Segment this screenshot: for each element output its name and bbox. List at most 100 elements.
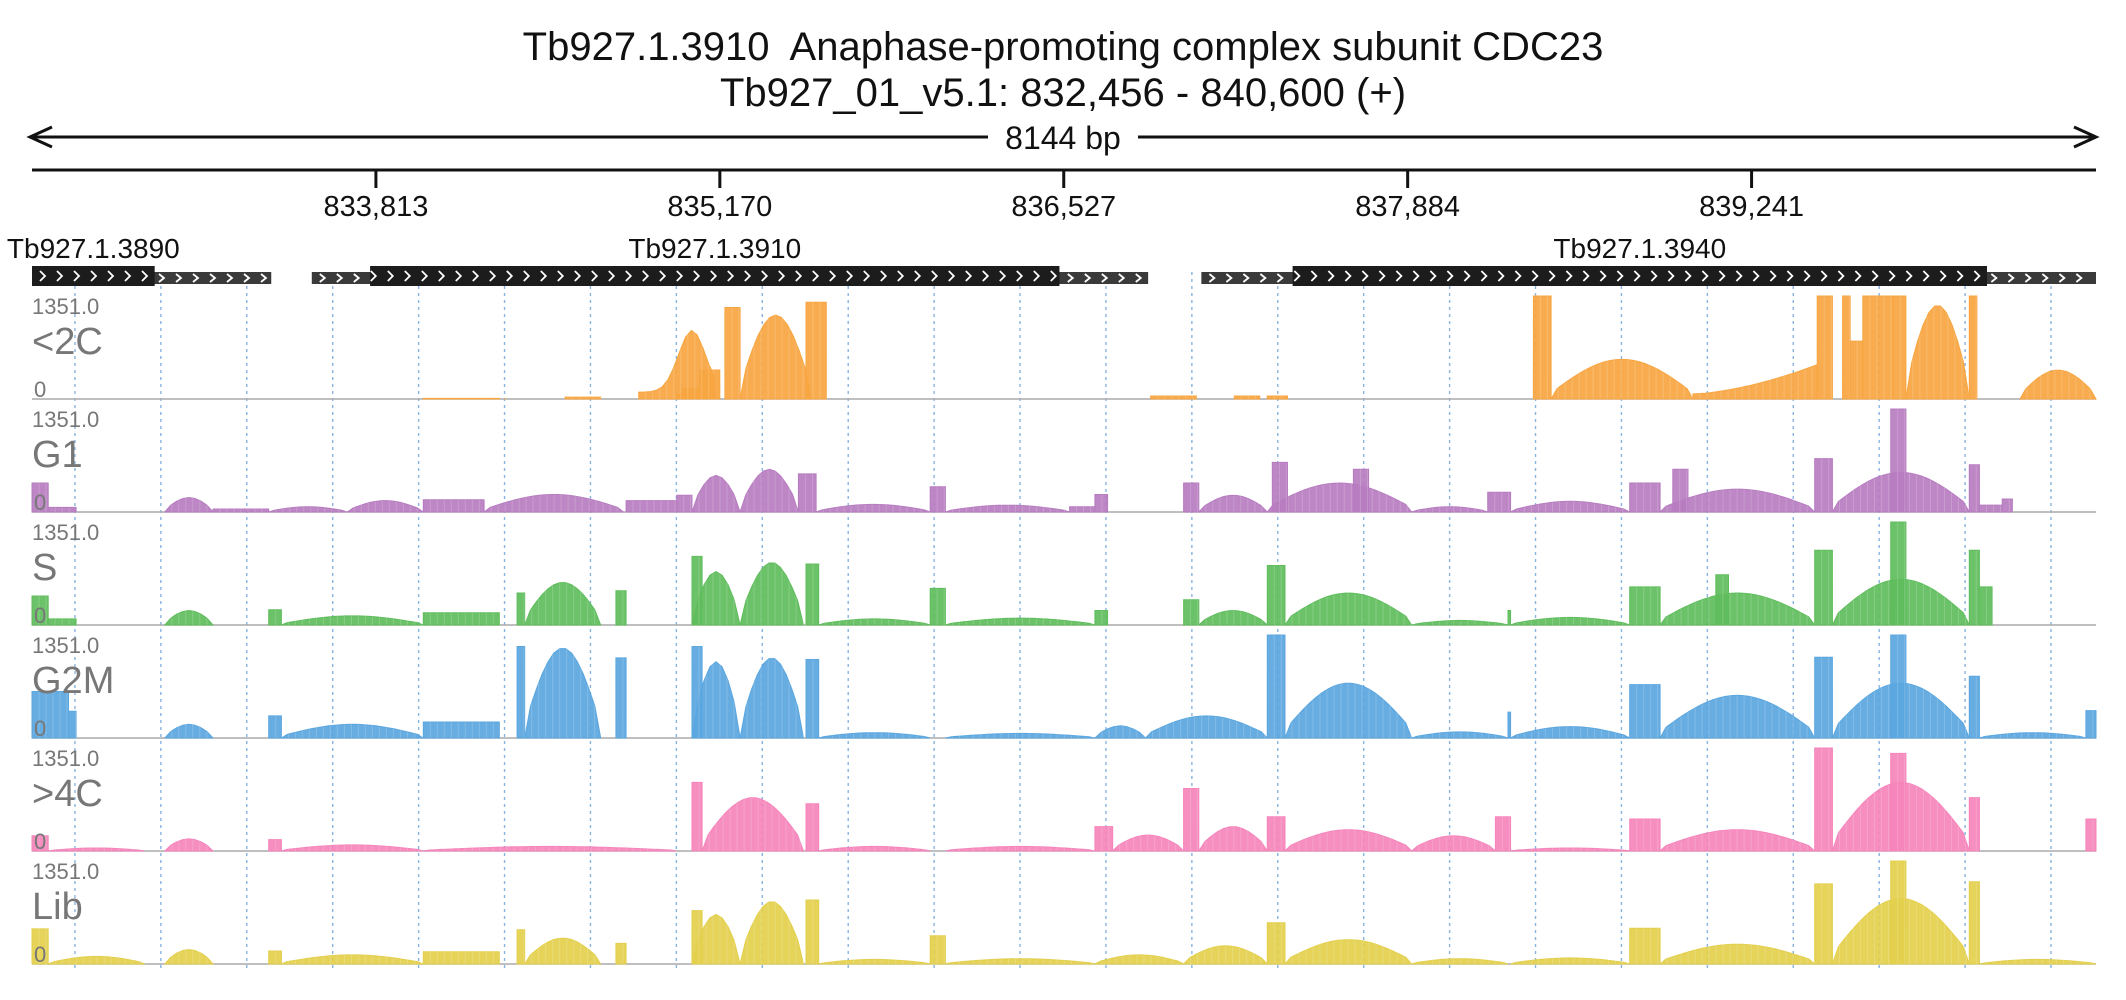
coverage-area [1629,684,1661,739]
track-ymax-label: 1351.0 [32,633,99,658]
strand-chevron-icon [107,270,115,282]
coverage-area [1183,482,1200,513]
coverage-area [268,839,282,852]
coverage-area [805,563,820,626]
strand-chevron-icon [141,270,149,282]
strand-chevron-icon [812,270,820,282]
strand-chevron-icon [1888,270,1896,282]
strand-chevron-icon [914,270,922,282]
coverage-area [1487,491,1512,513]
coverage-area [2085,818,2097,852]
strand-chevron-icon [1905,270,1913,282]
coverage-area [31,835,49,852]
track-name-label: S [32,547,57,589]
strand-chevron-icon [523,270,531,282]
coverage-area [422,499,485,513]
coverage-area [1532,295,1552,400]
coverage-area [1266,922,1286,965]
coverage-area [1890,634,1907,739]
strand-chevron-icon [73,270,81,282]
coverage-area [797,473,817,513]
coverage-area [48,847,145,852]
coverage-area [945,845,1095,852]
track-ymin-label: 0 [34,377,46,402]
span-label-bg [988,120,1138,154]
coverage-area [615,942,627,965]
track-ymax-label: 1351.0 [32,746,99,771]
coverage-area [945,617,1096,626]
track-ymin-label: 0 [34,716,46,741]
strand-chevron-icon [1599,270,1607,282]
coverage-area [1814,458,1833,513]
strand-chevron-icon [1344,270,1352,282]
coverage-area [524,582,602,626]
strand-chevron-icon [1016,270,1024,282]
coverage-area [1266,565,1286,626]
strand-chevron-icon [931,270,939,282]
coverage-area [691,646,703,739]
axis-tick-label: 836,527 [1011,191,1116,223]
strand-chevron-icon [1939,270,1947,282]
coverage-area [1968,675,1980,739]
coverage-area [945,504,1070,513]
span-ruler: 8144 bp [26,120,2100,156]
strand-chevron-icon [1361,270,1369,282]
coverage-area [1271,461,1289,513]
strand-chevron-icon [829,270,837,282]
strand-chevron-icon [693,270,701,282]
strand-chevron-icon [897,270,905,282]
strand-chevron-icon [2075,273,2083,283]
coverage-area [524,937,602,965]
coverage-area [1816,295,1833,400]
strand-chevron-icon [2058,273,2066,283]
coverage-area [212,508,270,513]
coverage-area [1659,592,1816,626]
coverage-area [47,506,77,513]
coverage-area [818,845,931,852]
strand-chevron-icon [1973,270,1981,282]
strand-chevron-icon [574,270,582,282]
strand-chevron-icon [1956,270,1964,282]
coverage-area [1093,725,1146,739]
coverage-area [1411,506,1488,513]
track-name-label: <2C [32,321,103,363]
gene-label: Tb927.1.3890 [7,233,180,264]
coverage-area [1814,747,1833,852]
strand-chevron-icon [1480,270,1488,282]
strand-chevron-icon [387,270,395,282]
coverage-area [1659,829,1817,852]
coverage-area [1283,939,1413,965]
track-ymax-label: 1351.0 [32,520,99,545]
strand-chevron-icon [880,270,888,282]
strand-chevron-icon [1497,270,1505,282]
strand-chevron-icon [90,270,98,282]
coverage-area [1094,954,1184,965]
strand-chevron-icon [2024,273,2032,283]
coverage-area [1968,549,1980,626]
coverage-area [805,803,820,852]
coverage-area [564,396,602,400]
coverage-area [691,910,703,965]
coverage-area [1849,340,1864,400]
coverage-area [805,301,827,400]
track-name-label: G2M [32,660,114,702]
coverage-area [1507,711,1512,739]
gene-label: Tb927.1.3940 [1553,233,1726,264]
coverage-area [615,657,627,739]
coverage-area [1672,468,1689,513]
strand-chevron-icon [1565,270,1573,282]
coverage-area [31,595,49,626]
strand-chevron-icon [1412,270,1420,282]
coverage-area [1183,599,1200,626]
coverage-area [268,506,348,513]
gene-cds [32,266,155,286]
coverage-area [1510,847,1630,852]
coverage-area [1814,656,1833,739]
strand-chevron-icon [863,270,871,282]
coverage-area [1510,500,1630,513]
coverage-area [1094,826,1114,852]
strand-chevron-icon [1548,270,1556,282]
strand-chevron-icon [1395,270,1403,282]
strand-chevron-icon [2007,273,2015,283]
